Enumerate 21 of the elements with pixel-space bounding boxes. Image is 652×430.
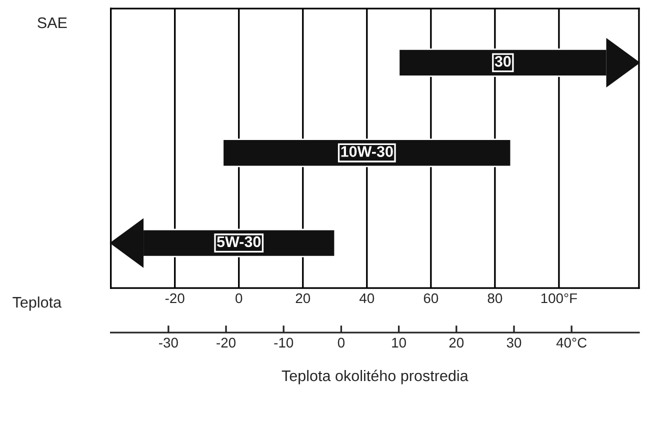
x-tick-label: -20 (165, 293, 184, 304)
x-tick-label: 40 (359, 293, 374, 304)
x-tick-label: 100°F (541, 293, 577, 304)
x-tick-label: 60 (424, 293, 438, 304)
x2-tick-label: -30 (159, 338, 178, 348)
x-axis-title: Teplota (12, 296, 62, 311)
x2-tick-label: 0 (338, 338, 345, 348)
x2-tick-label: -10 (274, 338, 294, 348)
x2-tick-label: 40°C (556, 338, 587, 348)
x2-tick-label: 30 (506, 338, 522, 348)
x-tick-label: 80 (488, 293, 502, 304)
y-tick-label: 5W-30 (216, 236, 261, 248)
x-tick-label: 20 (296, 293, 310, 304)
bar (222, 138, 512, 168)
x2-tick-label: 10 (392, 338, 406, 348)
x2-axis-title: Teplota okolitého prostredia (282, 370, 468, 384)
x2-tick-label: -20 (216, 338, 236, 348)
x-tick-label: 0 (236, 293, 242, 304)
y-tick-label: 10W-30 (341, 146, 393, 157)
x2-tick-label: 20 (449, 338, 464, 348)
y-axis-title: SAE (38, 17, 67, 28)
